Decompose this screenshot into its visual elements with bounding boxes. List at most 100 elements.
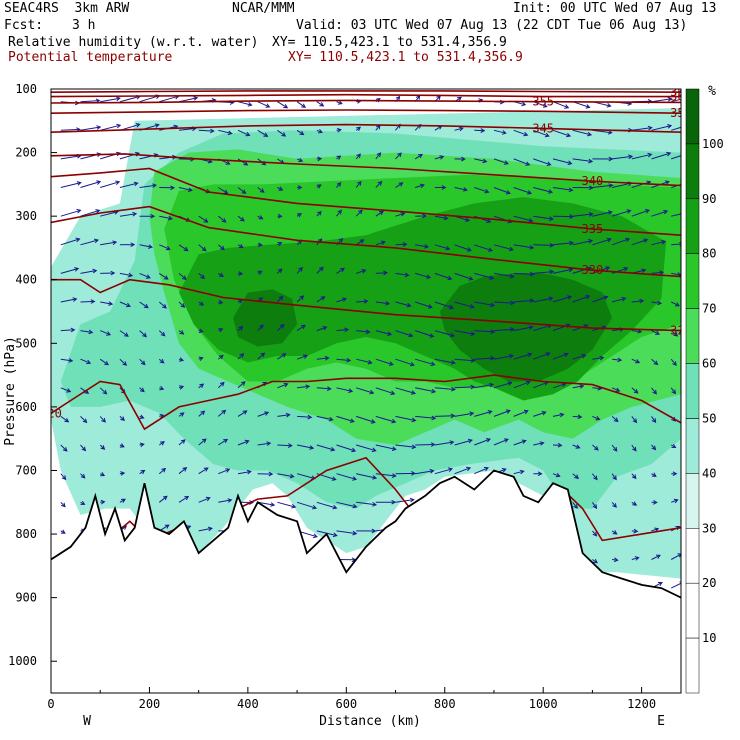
wind-vector-205	[277, 295, 284, 303]
wind-vector-509	[611, 237, 631, 246]
wind-vector-301	[375, 473, 397, 478]
wind-vector-263	[336, 415, 355, 423]
wind-vector-138	[198, 438, 207, 446]
wind-vector-276	[356, 269, 367, 274]
theta-label-345: 345	[532, 121, 554, 135]
wind-vector-432	[533, 101, 548, 108]
wind-vector-102	[159, 441, 165, 446]
wind-vector-560	[671, 155, 681, 160]
wind-vector-477	[572, 353, 587, 360]
wind-vector-285	[356, 528, 377, 534]
wind-vector-555	[651, 527, 660, 532]
wind-vector-76	[139, 213, 156, 219]
wind-vector-62	[119, 330, 129, 337]
wind-vector-27	[80, 358, 92, 365]
theta-contour-345	[51, 123, 681, 133]
wind-vector-380	[474, 158, 488, 164]
wind-vector-498	[592, 444, 599, 451]
wind-vector-529	[631, 298, 645, 304]
wind-vector-108	[178, 96, 199, 103]
wind-vector-433	[533, 129, 550, 138]
wind-vector-21	[80, 180, 102, 188]
wind-vector-37	[100, 123, 122, 131]
wind-vector-416	[513, 158, 531, 166]
wind-vector-369	[454, 358, 476, 363]
wind-vector-455	[552, 240, 574, 246]
theta-label-365: 365	[670, 85, 692, 99]
wind-vector-216	[296, 101, 307, 108]
wind-vector-155	[217, 409, 227, 417]
wind-vector-118	[178, 385, 185, 390]
wind-vector-260	[336, 327, 350, 333]
colorbar: 10 20 30 40 50 60 70 80 90 100	[685, 88, 724, 694]
wind-vector-531	[631, 358, 641, 364]
wind-vector-457	[552, 295, 573, 303]
wind-vector-193	[257, 471, 274, 477]
wind-vector-281	[356, 415, 376, 424]
wind-vector-317	[395, 415, 417, 423]
wind-vector-514	[611, 387, 621, 392]
wind-vector-487	[592, 129, 613, 135]
wind-vector-24	[80, 268, 98, 274]
wind-vector-524	[631, 152, 653, 160]
wind-vector-552	[651, 444, 657, 451]
theta-label-355: 355	[532, 95, 554, 109]
rh-field	[51, 108, 681, 579]
wind-vector-515	[611, 416, 619, 423]
wind-vector-68	[119, 498, 126, 503]
wind-vector-330	[415, 272, 432, 279]
wind-vector-243	[316, 355, 330, 361]
theta-contour-355	[51, 99, 681, 104]
wind-vector-14	[60, 501, 66, 508]
wind-vector-183	[257, 187, 265, 193]
wind-vector-408	[493, 438, 509, 446]
wind-vector-136	[198, 383, 205, 389]
colorbar-swatch-10	[685, 637, 700, 694]
wind-vector-156	[218, 438, 229, 446]
wind-vector-59	[119, 242, 136, 248]
wind-vector-6	[60, 267, 80, 274]
x-tick-label-1200: 1200	[627, 697, 656, 711]
field1-xy: XY= 110.5,423.1 to 531.4,356.9	[272, 35, 507, 50]
wind-vector-121	[178, 467, 188, 475]
colorbar-swatch-0	[685, 88, 700, 145]
wind-vector-245	[316, 415, 334, 422]
wind-vector-347	[434, 244, 451, 251]
wind-vector-25	[80, 299, 96, 304]
theta-label-350: 350	[670, 106, 692, 120]
theta-label-330: 330	[582, 263, 604, 277]
wind-vector-558	[671, 98, 681, 103]
wind-vector-481	[572, 473, 579, 480]
wind-vector-140	[198, 496, 211, 503]
wind-vector-12	[60, 444, 68, 452]
y-tick-label-500: 500	[15, 336, 37, 350]
theta-label-320: 320	[40, 406, 62, 420]
wind-vector-316	[395, 387, 417, 395]
wind-vector-371	[454, 411, 475, 417]
wind-vector-500	[591, 502, 598, 510]
wind-vector-98	[158, 330, 166, 337]
plot-frame	[50, 88, 682, 694]
wind-vector-145	[218, 129, 233, 136]
wind-vector-424	[513, 380, 531, 389]
wind-vector-547	[651, 300, 663, 306]
wind-vector-435	[533, 187, 554, 194]
wind-vector-236	[316, 156, 323, 162]
wind-vector-362	[454, 156, 466, 162]
wind-vector-479	[572, 414, 583, 420]
wind-vector-311	[395, 242, 408, 247]
wind-vector-570	[670, 443, 677, 449]
theta-contour-320	[51, 374, 681, 431]
wind-vector-45	[99, 358, 109, 366]
wind-vector-489	[592, 183, 614, 188]
wind-vector-282	[356, 444, 377, 453]
wind-vector-198	[277, 101, 289, 109]
wind-vector-50	[100, 499, 106, 505]
wind-vector-83	[139, 414, 145, 419]
wind-vector-141	[198, 526, 213, 532]
wind-vector-548	[651, 330, 661, 335]
theta-label-335: 335	[582, 222, 604, 236]
wind-vector-315	[395, 358, 415, 367]
wind-vector-79	[139, 301, 149, 309]
wind-vector-181	[257, 129, 269, 137]
